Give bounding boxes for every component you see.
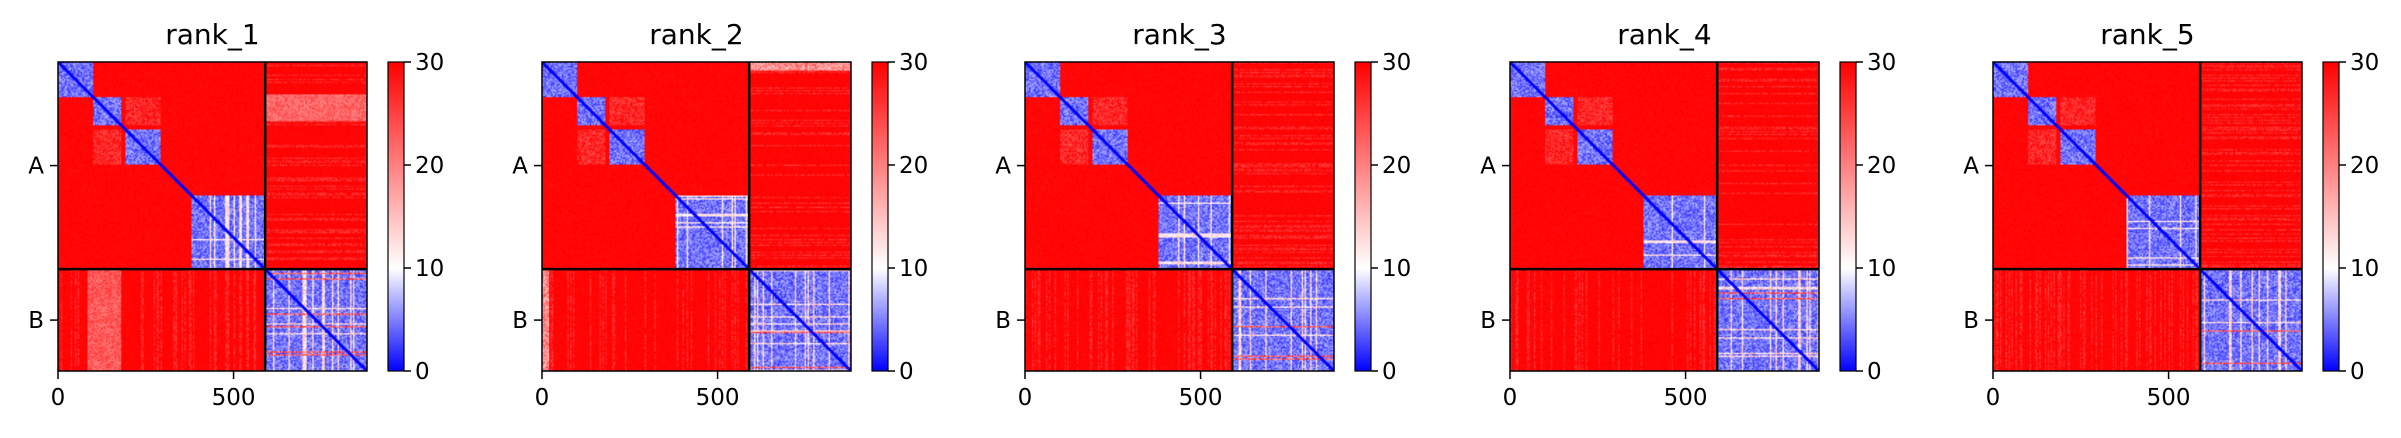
panel-title: rank_2	[649, 18, 743, 51]
x-tick-label: 500	[1179, 385, 1223, 411]
colorbar-tick-label: 20	[2350, 153, 2379, 179]
panel-rank_5: rank_5 A B 0 500 0 10 20 30	[1963, 18, 2379, 411]
y-tick-label-B: B	[512, 308, 528, 334]
colorbar-tick-label: 0	[2350, 359, 2365, 385]
colorbar	[1354, 61, 1372, 372]
panel-rank_4: rank_4 A B 0 500 0 10 20 30	[1480, 18, 1896, 411]
colorbar-tick-label: 30	[1382, 50, 1411, 76]
heatmap-matrix	[542, 62, 851, 371]
colorbar-tick-label: 30	[2350, 50, 2379, 76]
heatmap-frame	[57, 61, 368, 372]
y-tick-label-A: A	[1963, 154, 1979, 180]
x-tick-label: 500	[1664, 385, 1708, 411]
colorbar-tick-label: 30	[415, 50, 444, 76]
colorbar	[2322, 61, 2340, 372]
panel-rank_2: rank_2 A B 0 500 0 10 20 30	[512, 18, 928, 411]
colorbar	[1839, 61, 1857, 372]
panel-title: rank_1	[165, 18, 259, 51]
colorbar-tick-label: 0	[415, 359, 430, 385]
y-tick-label-B: B	[995, 308, 1011, 334]
y-tick-label-B: B	[1480, 308, 1496, 334]
x-tick-label: 0	[1503, 385, 1518, 411]
colorbar-tick-label: 10	[1867, 256, 1896, 282]
heatmap-matrix	[1993, 62, 2302, 371]
panel-rank_3: rank_3 A B 0 500 0 10 20 30	[995, 18, 1411, 411]
colorbar-tick-label: 0	[899, 359, 914, 385]
colorbar-tick-label: 20	[415, 153, 444, 179]
colorbar	[387, 61, 405, 372]
heatmap-frame	[1024, 61, 1335, 372]
colorbar-tick-label: 30	[899, 50, 928, 76]
y-tick-label-A: A	[1480, 154, 1496, 180]
colorbar-tick-label: 0	[1382, 359, 1397, 385]
y-tick-label-A: A	[512, 154, 528, 180]
colorbar-tick-label: 20	[1867, 153, 1896, 179]
heatmap-matrix	[1025, 62, 1334, 371]
y-tick-label-B: B	[1963, 308, 1979, 334]
heatmap-matrix	[58, 62, 367, 371]
panel-title: rank_4	[1617, 18, 1711, 51]
colorbar-tick-label: 20	[1382, 153, 1411, 179]
panel-rank_1: rank_1 A B 0 500 0 10 20 30	[28, 18, 444, 411]
panel-title: rank_3	[1132, 18, 1226, 51]
colorbar-tick-label: 0	[1867, 359, 1882, 385]
y-tick-label-A: A	[28, 154, 44, 180]
x-tick-label: 500	[212, 385, 256, 411]
x-tick-label: 0	[51, 385, 66, 411]
colorbar-tick-label: 30	[1867, 50, 1896, 76]
heatmap-matrix	[1510, 62, 1819, 371]
heatmap-frame	[1992, 61, 2303, 372]
colorbar-tick-label: 10	[899, 256, 928, 282]
panel-title: rank_5	[2100, 18, 2194, 51]
colorbar-tick-label: 10	[1382, 256, 1411, 282]
x-tick-label: 0	[1018, 385, 1033, 411]
heatmap-frame	[1509, 61, 1820, 372]
x-tick-label: 500	[696, 385, 740, 411]
colorbar-tick-label: 10	[2350, 256, 2379, 282]
y-tick-label-A: A	[995, 154, 1011, 180]
y-tick-label-B: B	[28, 308, 44, 334]
heatmap-frame	[541, 61, 852, 372]
colorbar-tick-label: 10	[415, 256, 444, 282]
x-tick-label: 500	[2147, 385, 2191, 411]
colorbar	[871, 61, 889, 372]
colorbar-tick-label: 20	[899, 153, 928, 179]
x-tick-label: 0	[535, 385, 550, 411]
x-tick-label: 0	[1986, 385, 2001, 411]
